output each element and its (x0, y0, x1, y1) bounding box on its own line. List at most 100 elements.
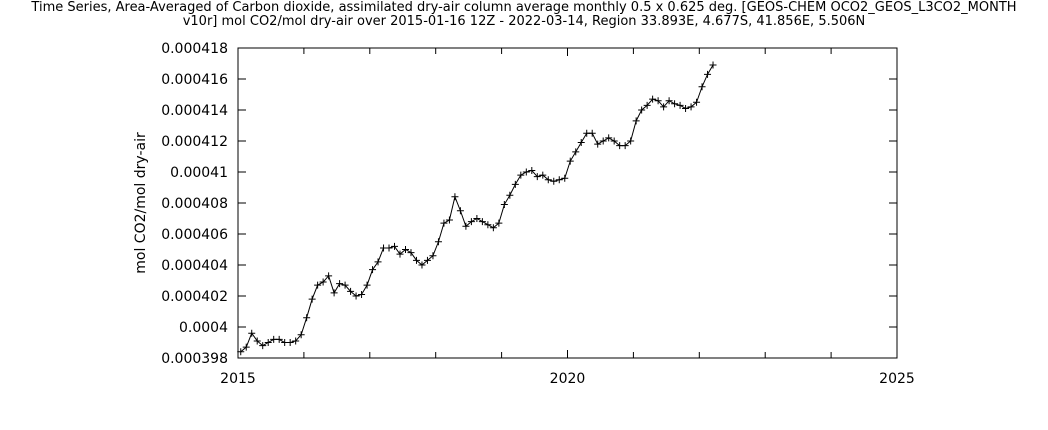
data-point (649, 95, 657, 103)
data-point (577, 139, 585, 147)
data-point (544, 176, 552, 184)
data-point (671, 100, 679, 108)
plot-frame (237, 47, 898, 359)
data-point (253, 337, 261, 345)
data-point (676, 101, 684, 109)
data-point (627, 137, 635, 145)
data-point (489, 224, 497, 232)
data-point (325, 272, 333, 280)
data-point (412, 256, 420, 264)
data-point (264, 339, 272, 346)
axis-tick-labels: 0.000398 0.0004 0.000402 0.000404 0.000406 0.… (161, 41, 915, 387)
chart-title-line-1: Time Series, Area-Averaged of Carbon dio… (31, 0, 1017, 15)
data-point (500, 201, 508, 209)
data-point (429, 252, 437, 260)
data-point (506, 191, 514, 199)
data-point (610, 137, 618, 145)
data-point (588, 129, 596, 137)
data-point (632, 117, 640, 125)
data-point (314, 281, 322, 289)
data-point (709, 61, 717, 69)
y-tick-label: 0.000406 (161, 227, 228, 243)
data-point (336, 280, 344, 288)
axis-ticks (237, 47, 898, 359)
data-point (462, 222, 470, 230)
data-point (369, 266, 377, 274)
data-point (248, 329, 256, 337)
series-markers (237, 61, 717, 356)
data-point (638, 106, 646, 114)
data-point (292, 337, 300, 345)
data-point (275, 335, 283, 343)
series-line (240, 64, 714, 353)
data-point (418, 261, 426, 269)
data-point (621, 142, 629, 150)
data-point (347, 287, 355, 295)
data-point (660, 103, 668, 111)
data-point (303, 314, 311, 322)
data-point (401, 246, 409, 253)
data-point (456, 207, 464, 215)
y-tick-label: 0.000402 (161, 289, 228, 305)
y-tick-label: 0.000418 (161, 41, 228, 57)
y-tick-label: 0.000412 (161, 134, 228, 150)
data-point (522, 168, 530, 176)
data-point (319, 278, 327, 286)
data-point (654, 97, 662, 105)
data-point (445, 216, 453, 224)
data-point (391, 242, 399, 250)
y-tick-label: 0.000404 (161, 258, 228, 274)
data-point (511, 180, 519, 188)
data-point (693, 98, 701, 106)
data-point (539, 171, 547, 179)
data-point (286, 339, 294, 346)
data-point (682, 104, 690, 112)
data-point (374, 258, 382, 266)
data-point (358, 290, 366, 298)
data-point (555, 176, 563, 184)
data-point (473, 215, 481, 222)
data-point (643, 101, 651, 109)
y-tick-label: 0.000414 (161, 103, 228, 119)
data-point (396, 250, 404, 258)
data-point (484, 221, 492, 229)
data-point (665, 97, 673, 105)
data-point (495, 219, 503, 227)
y-tick-label: 0.000416 (161, 72, 228, 88)
data-point (528, 166, 536, 174)
data-point (341, 281, 349, 289)
data-point (687, 103, 695, 111)
data-point (533, 173, 541, 181)
data-point (517, 171, 525, 179)
y-tick-label: 0.0004 (179, 320, 228, 336)
data-point (594, 140, 602, 148)
data-point (434, 238, 442, 246)
data-point (259, 342, 267, 350)
data-point (352, 292, 360, 300)
data-point (605, 134, 613, 142)
data-point (566, 157, 574, 165)
data-point (440, 219, 448, 227)
data-point (297, 331, 305, 339)
y-tick-label: 0.00041 (170, 165, 228, 181)
data-point (237, 348, 245, 356)
data-point (561, 174, 569, 182)
data-point (550, 177, 558, 185)
y-tick-label: 0.000398 (161, 351, 228, 367)
data-point (385, 244, 393, 252)
data-point (572, 148, 580, 156)
y-axis-label: mol CO2/mol dry-air (133, 132, 149, 274)
data-point (363, 281, 371, 289)
data-point (242, 343, 250, 351)
data-point (407, 249, 415, 257)
chart-title-line-2: v10r] mol CO2/mol dry-air over 2015-01-1… (182, 14, 866, 29)
x-tick-label: 2015 (220, 371, 256, 387)
data-point (451, 193, 459, 201)
data-point (704, 70, 712, 78)
data-point (308, 295, 316, 303)
data-point (698, 83, 706, 91)
x-tick-label: 2025 (879, 371, 915, 387)
data-point (478, 218, 486, 226)
data-point (423, 256, 431, 264)
